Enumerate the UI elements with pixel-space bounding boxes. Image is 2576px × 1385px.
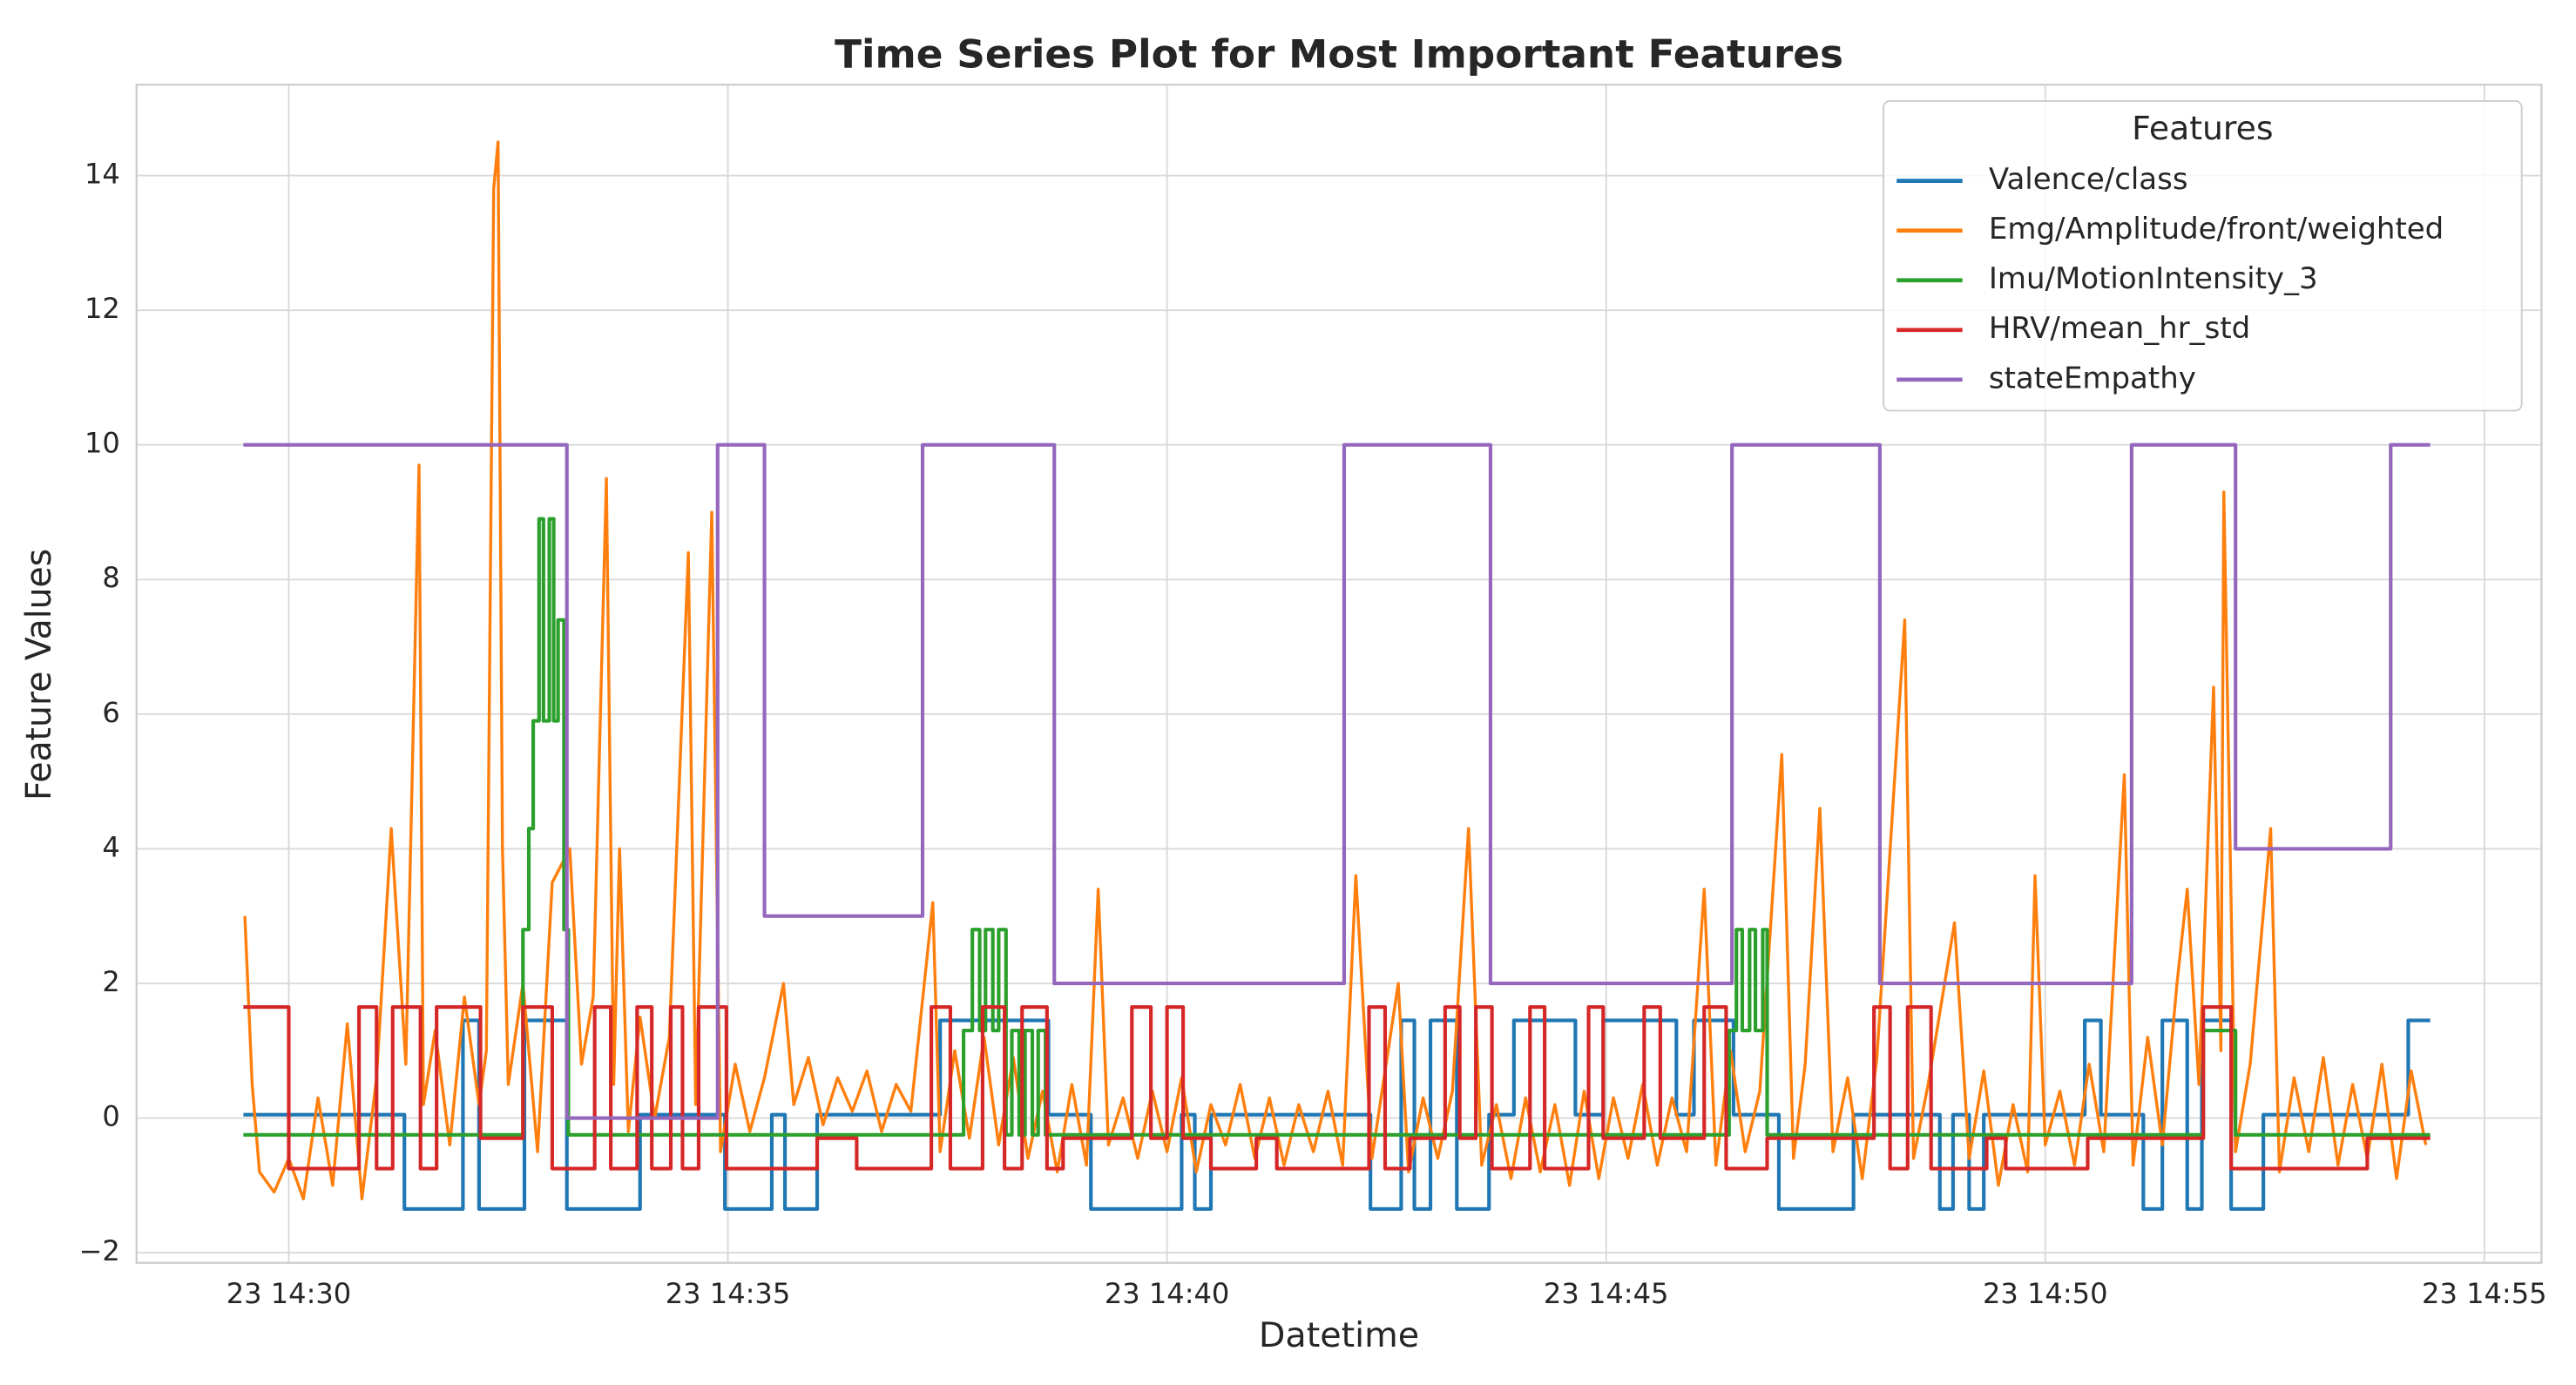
y-axis-label: Feature Values	[19, 549, 59, 801]
legend-label: Valence/class	[1989, 162, 2188, 196]
x-axis-label: Datetime	[1259, 1315, 1419, 1355]
legend: Features Valence/class Emg/Amplitude/front…	[1883, 100, 2523, 412]
x-tick-label: 23 14:40	[1105, 1277, 1230, 1310]
legend-label: Emg/Amplitude/front/weighted	[1989, 212, 2444, 246]
y-tick-label: 6	[102, 696, 119, 729]
y-tick-label: 2	[102, 965, 119, 998]
x-tick-label: 23 14:50	[1983, 1277, 2108, 1310]
series-line	[243, 1004, 2431, 1171]
y-tick-label: 14	[85, 158, 120, 191]
series-line	[243, 517, 2431, 1137]
y-tick-label: 4	[102, 831, 119, 864]
legend-label: stateEmpathy	[1989, 361, 2196, 395]
legend-label: Imu/MotionIntensity_3	[1989, 261, 2318, 295]
series-line	[243, 443, 2431, 1120]
x-tick-label: 23 14:55	[2422, 1277, 2547, 1310]
x-tick-label: 23 14:35	[666, 1277, 791, 1310]
x-tick-label: 23 14:45	[1544, 1277, 1669, 1310]
chart-title: Time Series Plot for Most Important Feat…	[835, 31, 1843, 78]
series-line	[243, 1018, 2431, 1211]
x-tick-label: 23 14:30	[226, 1277, 352, 1310]
series-line	[243, 140, 2428, 1200]
axes-frame	[135, 84, 2543, 1264]
legend-label: HRV/mean_hr_std	[1989, 311, 2250, 345]
legend-title: Features	[2132, 109, 2273, 147]
y-tick-label: 12	[85, 292, 120, 325]
y-tick-label: 10	[85, 427, 120, 460]
y-tick-label: 8	[102, 561, 119, 594]
y-tick-label: 0	[102, 1100, 119, 1133]
plot-area	[243, 140, 2431, 1211]
y-tick-label: −2	[79, 1234, 120, 1267]
legend-box	[1883, 100, 2523, 412]
